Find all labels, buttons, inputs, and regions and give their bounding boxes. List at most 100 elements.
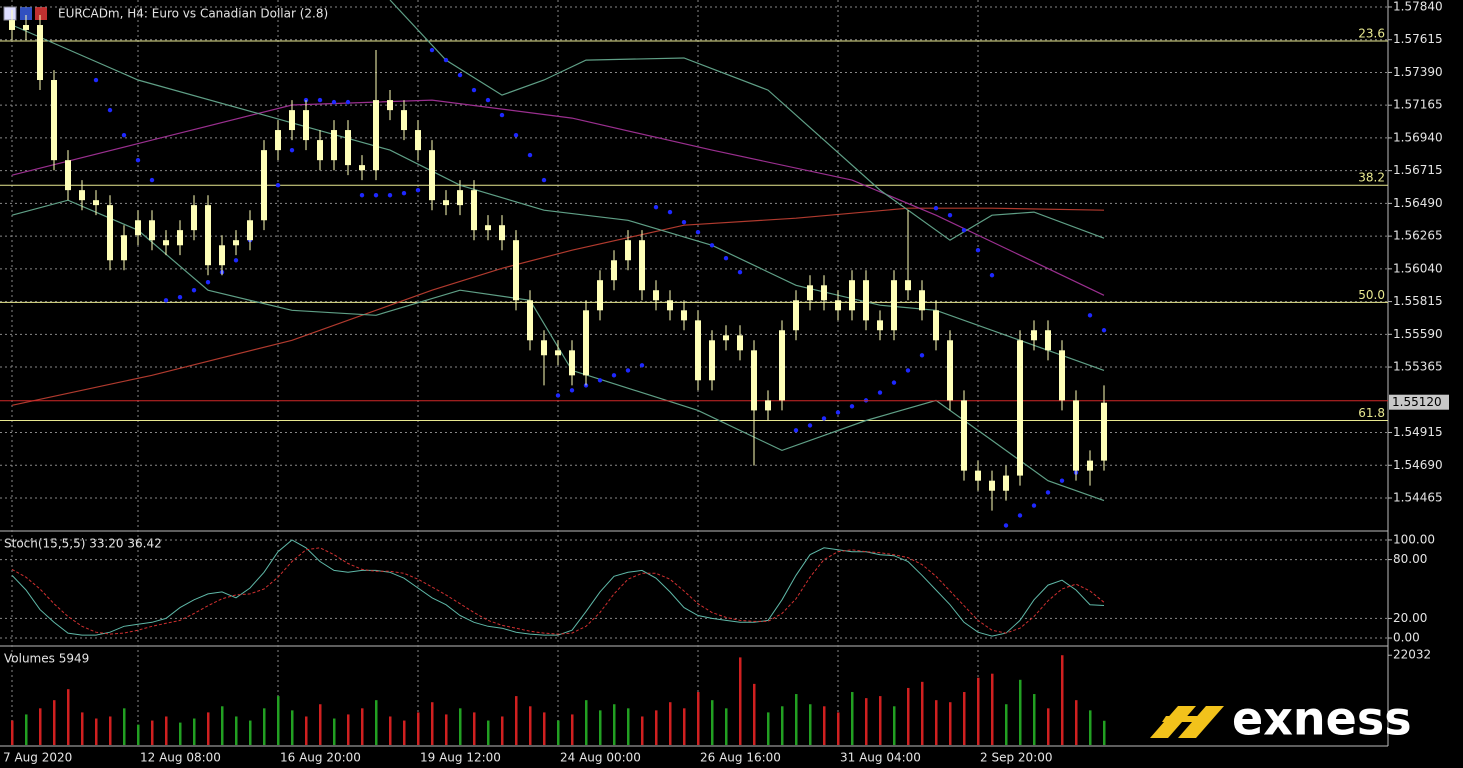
sar-dot [919, 353, 925, 358]
candle-body [401, 110, 407, 131]
sar-dot [821, 416, 827, 421]
candle-body [653, 290, 659, 301]
candle-body [345, 130, 351, 166]
x-tick-label: 16 Aug 20:00 [280, 751, 361, 765]
sar-dot [555, 393, 561, 398]
volume-bar [921, 681, 924, 745]
sar-dot [625, 368, 631, 373]
volume-bar [361, 708, 364, 745]
volume-bar [599, 710, 602, 745]
sar-dot [275, 183, 281, 188]
sar-dot [485, 97, 491, 103]
sar-dot [737, 270, 743, 275]
candle-body [709, 340, 715, 381]
candle-body [191, 205, 197, 231]
volume-bar [1061, 655, 1064, 745]
volume-bar [585, 700, 588, 745]
volume-bar [935, 700, 938, 745]
y-tick-label: 1.54915 [1393, 425, 1443, 439]
candle-body [1017, 340, 1023, 476]
volume-bar [949, 702, 952, 745]
y-tick-label: 1.56490 [1393, 196, 1443, 210]
volume-bar [1103, 720, 1106, 745]
y-tick-label: 1.57840 [1393, 0, 1443, 13]
volume-bar [25, 714, 28, 745]
candle-body [933, 310, 939, 341]
volume-bar [557, 720, 560, 745]
volume-bar [207, 712, 210, 745]
candle-body [303, 110, 309, 141]
sar-dot [499, 112, 505, 118]
candle-body [989, 480, 995, 491]
panel-title: EURCADm, H4: Euro vs Canadian Dollar (2.… [58, 7, 328, 21]
sar-dot [947, 212, 953, 218]
volume-bar [375, 700, 378, 745]
y-tick-label: 1.55815 [1393, 294, 1443, 308]
sar-dot [667, 209, 673, 215]
y-tick-label: 100.00 [1393, 532, 1435, 546]
volume-bar [333, 718, 336, 745]
volume-bar [655, 710, 658, 745]
sar-dot [401, 191, 407, 196]
candle-body [751, 350, 757, 411]
candle-body [975, 470, 981, 481]
volume-bar [165, 716, 168, 745]
sar-dot [1087, 313, 1093, 318]
candle-body [415, 130, 421, 151]
y-tick-label: 1.57390 [1393, 65, 1443, 79]
candle-body [149, 220, 155, 241]
sar-dot [471, 87, 477, 93]
volume-bar [1005, 704, 1008, 745]
indicator-line [389, 0, 1105, 241]
y-tick-label: 0.00 [1393, 631, 1420, 645]
candle-body [499, 225, 505, 241]
candle-body [373, 100, 379, 171]
sar-dot [331, 99, 337, 105]
volume-bar [823, 706, 826, 745]
x-tick-label: 19 Aug 12:00 [420, 751, 501, 765]
panel-title: Volumes 5949 [4, 652, 89, 666]
candle-body [205, 205, 211, 266]
volume-bar [487, 720, 490, 745]
volume-bar [837, 712, 840, 745]
volume-bar [123, 708, 126, 745]
sar-dot [149, 177, 155, 183]
volume-bar [347, 714, 350, 745]
volume-bar [627, 708, 630, 745]
candle-body [737, 335, 743, 351]
sar-dot [541, 177, 547, 183]
candle-body [723, 335, 729, 341]
candle-body [247, 220, 253, 241]
candle-body [261, 150, 267, 221]
candle-body [597, 280, 603, 311]
candle-body [121, 235, 127, 261]
candle-body [485, 225, 491, 231]
volume-bar [991, 673, 994, 745]
candle-body [779, 330, 785, 401]
sar-dot [597, 378, 603, 383]
fib-label: 23.6 [1358, 27, 1385, 41]
volume-bar [879, 696, 882, 745]
volume-bar [641, 716, 644, 745]
volume-bar [151, 720, 154, 745]
y-tick-label: 20.00 [1393, 611, 1427, 625]
candle-body [765, 400, 771, 411]
sar-dot [611, 373, 617, 378]
candle-body [177, 230, 183, 246]
candle-body [429, 150, 435, 201]
candle-body [1087, 460, 1093, 471]
candle-body [275, 130, 281, 151]
panel-title: Stoch(15,5,5) 33.20 36.42 [4, 537, 162, 551]
sar-dot [289, 147, 295, 153]
sar-dot [233, 258, 239, 263]
sar-dot [849, 404, 855, 409]
current-price-box [1389, 394, 1449, 410]
sar-dot [807, 423, 813, 428]
volume-bar [53, 700, 56, 745]
volume-bar [963, 692, 966, 745]
current-price-label: 1.55120 [1392, 395, 1442, 409]
candle-body [961, 400, 967, 471]
y-tick-label: 1.57165 [1393, 98, 1443, 112]
volume-bar [1033, 694, 1036, 745]
